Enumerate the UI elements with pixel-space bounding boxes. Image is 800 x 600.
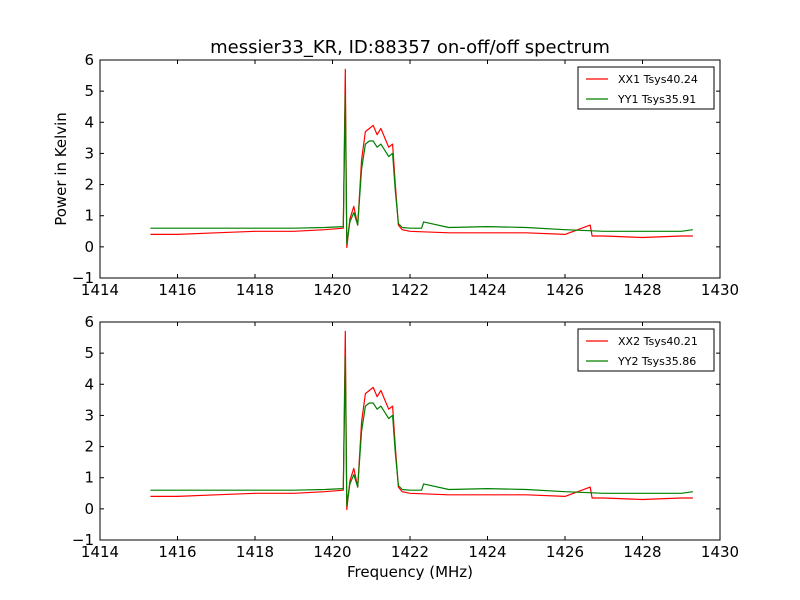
x-tick-label: 1428	[623, 281, 661, 299]
chart-panel-1: 1414 1416 1418 1420 1422 1424 1426 1428 1430−101…	[72, 51, 739, 299]
x-tick-label: 1418	[236, 281, 274, 299]
y-tick-label: 0	[84, 500, 94, 518]
x-tick-label: 1424	[468, 543, 506, 561]
y-tick-label: 3	[84, 144, 94, 162]
x-tick-label: 1418	[236, 543, 274, 561]
legend-box	[577, 328, 715, 372]
x-axis-label: Frequency (MHz)	[347, 563, 473, 581]
series-line-2	[150, 355, 693, 507]
x-tick-label: 1426	[546, 543, 584, 561]
y-tick-label: 5	[84, 344, 94, 362]
legend-label: XX1 Tsys40.24	[618, 73, 698, 86]
chart-panel-2: 1414 1416 1418 1420 1422 1424 1426 1428 1430−101…	[72, 313, 739, 561]
figure-title: messier33_KR, ID:88357 on-off/off spectr…	[210, 37, 610, 58]
x-tick-label: 1416	[158, 543, 196, 561]
plots: 1414 1416 1418 1420 1422 1424 1426 1428 1430−101…	[72, 51, 739, 561]
x-tick-label: 1414	[81, 281, 119, 299]
y-tick-label: 5	[84, 82, 94, 100]
y-tick-label: 0	[84, 238, 94, 256]
x-tick-label: 1424	[468, 281, 506, 299]
x-tick-label: 1430	[701, 281, 739, 299]
x-tick-label: 1422	[391, 281, 429, 299]
x-tick-label: 1420	[313, 543, 351, 561]
x-tick-label: 1416	[158, 281, 196, 299]
y-tick-label: 3	[84, 406, 94, 424]
y-tick-label: 4	[84, 113, 94, 131]
x-tick-label: 1420	[313, 281, 351, 299]
y-tick-label: 2	[84, 176, 94, 194]
series-line-2	[150, 93, 693, 245]
legend-label: XX2 Tsys40.21	[618, 335, 698, 348]
y-tick-label: −1	[72, 269, 94, 287]
y-tick-label: 1	[84, 207, 94, 225]
x-tick-label: 1422	[391, 543, 429, 561]
x-tick-label: 1428	[623, 543, 661, 561]
x-tick-label: 1426	[546, 281, 584, 299]
series-line-1	[150, 330, 693, 511]
legend: XX1 Tsys40.24 YY1 Tsys35.91	[577, 66, 715, 110]
legend-label: YY2 Tsys35.86	[617, 355, 696, 368]
y-tick-label: 2	[84, 438, 94, 456]
y-tick-label: 4	[84, 375, 94, 393]
series-line-1	[150, 68, 693, 249]
y-tick-label: 1	[84, 469, 94, 487]
y-tick-label: −1	[72, 531, 94, 549]
x-tick-label: 1414	[81, 543, 119, 561]
legend-box	[577, 66, 715, 110]
legend-label: YY1 Tsys35.91	[617, 93, 696, 106]
y-tick-label: 6	[84, 313, 94, 331]
x-tick-label: 1430	[701, 543, 739, 561]
y-tick-label: 6	[84, 51, 94, 69]
legend: XX2 Tsys40.21 YY2 Tsys35.86	[577, 328, 715, 372]
y-axis-label: Power in Kelvin	[52, 112, 70, 226]
